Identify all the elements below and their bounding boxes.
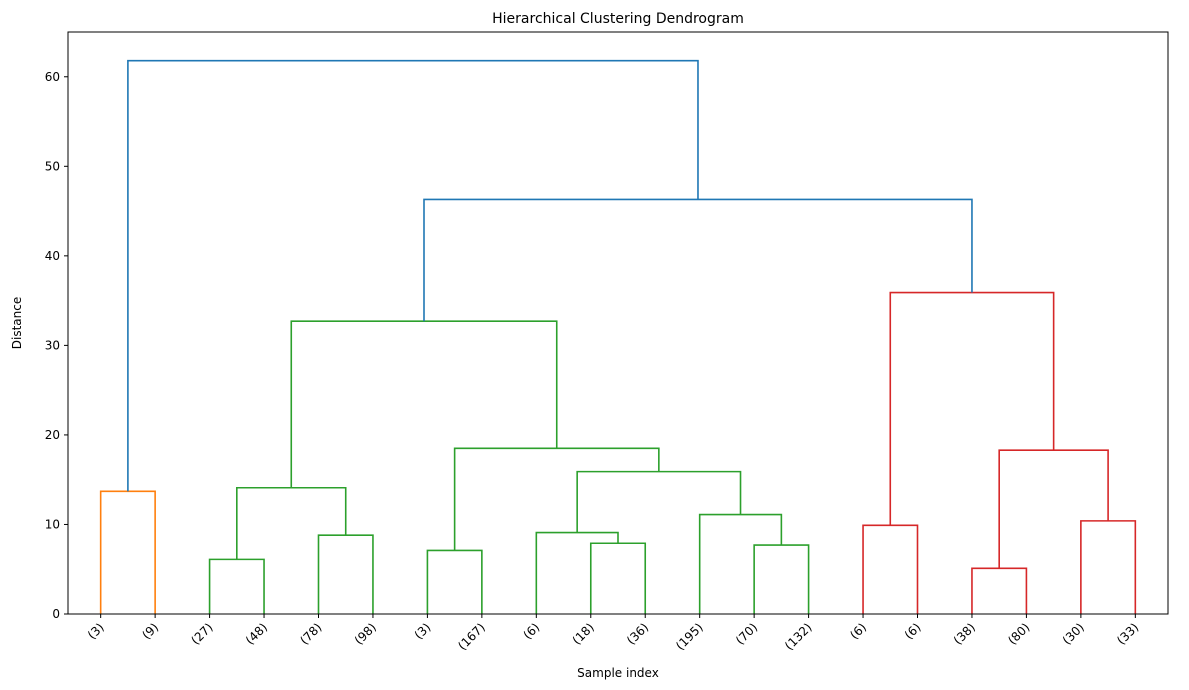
x-tick-label: (70): [733, 620, 760, 647]
dendrogram-link-6: [535, 531, 619, 614]
dendrogram-link-5: [589, 542, 647, 614]
dendrogram-link-0: [99, 490, 156, 614]
dendrogram-link-15: [998, 449, 1109, 569]
chart-title: Hierarchical Clustering Dendrogram: [492, 11, 744, 27]
x-tick-label: (6): [847, 620, 869, 642]
x-axis-ticks: (3) (9) (27) (48) (78) (98) (3) (167) (6) (18) (36…: [85, 614, 1141, 653]
x-tick-label: (80): [1005, 620, 1032, 647]
y-tick-label: 10: [45, 517, 60, 531]
x-tick-label: (3): [412, 620, 434, 642]
dendrogram-link-7: [753, 544, 810, 614]
x-tick-label: (9): [139, 620, 161, 642]
dendrogram-link-2: [317, 534, 374, 614]
x-tick-label: (6): [521, 620, 543, 642]
dendrogram-link-12: [862, 524, 919, 614]
x-tick-label: (167): [455, 620, 488, 653]
x-tick-label: (78): [297, 620, 324, 647]
x-tick-label: (38): [951, 620, 978, 647]
y-tick-label: 40: [45, 249, 60, 263]
y-tick-label: 50: [45, 159, 60, 173]
x-tick-label: (33): [1114, 620, 1141, 647]
y-axis-ticks: 0 10 20 30 40 50 60: [45, 70, 68, 621]
dendrogram-link-8: [698, 513, 783, 614]
y-tick-label: 30: [45, 338, 60, 352]
x-tick-label: (3): [85, 620, 107, 642]
dendrogram-link-3: [236, 486, 347, 560]
x-tick-label: (98): [352, 620, 379, 647]
y-tick-label: 20: [45, 428, 60, 442]
y-tick-label: 60: [45, 70, 60, 84]
x-tick-label: (195): [673, 620, 706, 653]
dendrogram-link-11: [290, 320, 558, 488]
x-tick-label: (18): [570, 620, 597, 647]
dendrogram-link-4: [426, 549, 483, 614]
x-tick-label: (132): [782, 620, 815, 653]
dendrogram-link-13: [971, 567, 1028, 614]
dendrogram-link-10: [453, 447, 660, 551]
dendrogram-link-16: [889, 291, 1055, 526]
dendrogram-link-14: [1080, 520, 1137, 614]
dendrogram-links: [99, 59, 1137, 614]
x-tick-label: (6): [902, 620, 924, 642]
y-tick-label: 0: [52, 607, 60, 621]
dendrogram-link-1: [208, 558, 265, 614]
y-axis-label: Distance: [10, 297, 24, 349]
x-tick-label: (48): [243, 620, 270, 647]
dendrogram-link-9: [576, 470, 742, 533]
x-tick-label: (27): [188, 620, 215, 647]
plot-frame: [67, 31, 1169, 615]
x-axis-label: Sample index: [577, 666, 659, 680]
x-tick-label: (36): [624, 620, 651, 647]
x-tick-label: (30): [1060, 620, 1087, 647]
dendrogram-link-18: [127, 59, 699, 492]
